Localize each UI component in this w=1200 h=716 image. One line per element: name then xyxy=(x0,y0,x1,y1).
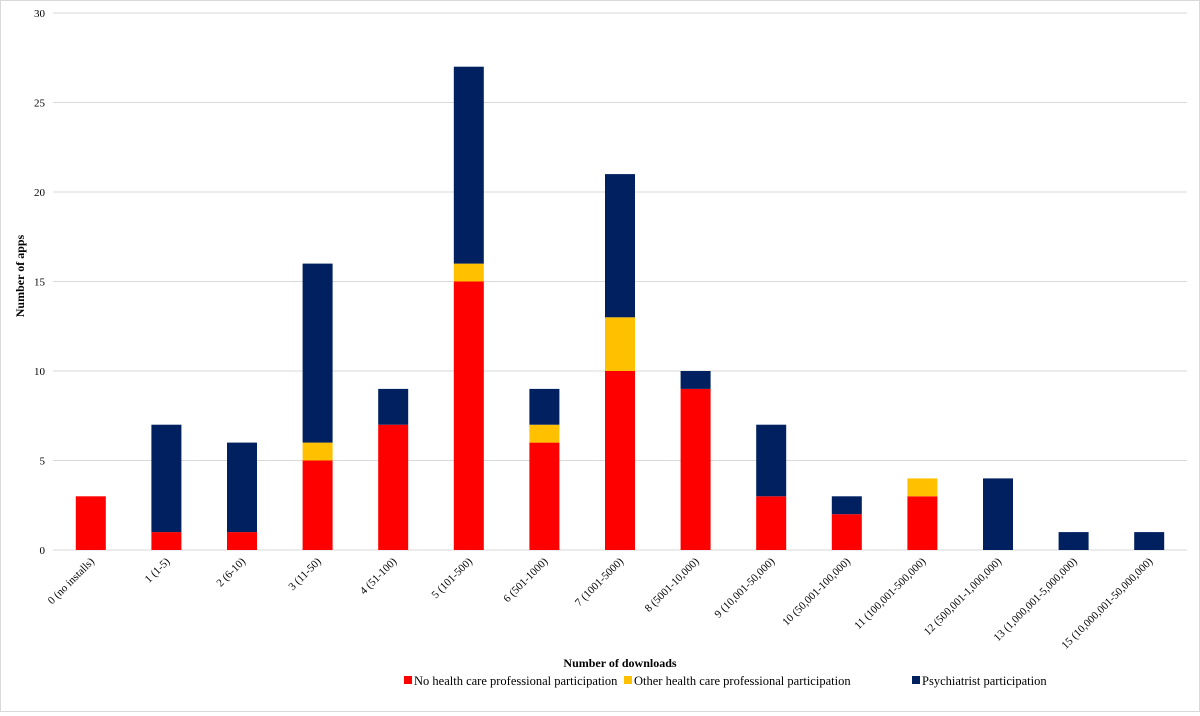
bar-segment xyxy=(302,442,333,461)
y-tick-label: 15 xyxy=(34,277,46,289)
bar-segment xyxy=(1134,532,1165,550)
bar-segment xyxy=(983,478,1013,550)
bar-segment xyxy=(378,424,409,550)
legend-label: Psychiatrist participation xyxy=(922,674,1047,688)
bar-segment xyxy=(680,388,711,550)
bar-segment xyxy=(302,460,333,550)
bar-segment xyxy=(831,514,862,550)
legend-label: No health care professional participatio… xyxy=(414,674,618,688)
x-tick-label: 9 (10,001-50,000) xyxy=(712,555,777,620)
x-tick-label: 2 (6-10) xyxy=(214,555,248,589)
bar-segment xyxy=(907,496,938,550)
y-tick-label: 5 xyxy=(40,456,46,468)
x-tick-label: 7 (1001-5000) xyxy=(573,555,626,608)
x-axis-ticks: 0 (no installs) 1 (1-5) 2 (6-10) 3 (11-50) 4… xyxy=(46,555,1156,651)
x-axis-title: Number of downloads xyxy=(563,656,676,670)
bar-segment xyxy=(378,388,409,425)
bar-segment xyxy=(756,496,787,550)
bar-segment xyxy=(831,496,862,515)
legend: No health care professional participatio… xyxy=(404,674,1047,688)
bar-segment xyxy=(680,371,711,389)
y-tick-label: 10 xyxy=(34,366,46,378)
bar-segment xyxy=(1058,532,1089,550)
x-tick-label: 0 (no installs) xyxy=(46,555,97,606)
bar-segment xyxy=(453,66,484,264)
y-axis-title: Number of apps xyxy=(13,234,27,317)
x-tick-label: 5 (101-500) xyxy=(429,555,475,601)
legend-swatch xyxy=(912,676,920,684)
x-tick-label: 6 (501-1000) xyxy=(501,555,551,605)
bar-segment xyxy=(227,532,257,550)
bar-segment xyxy=(529,424,560,443)
bar-segment xyxy=(529,388,560,425)
bars xyxy=(75,66,1165,550)
bar-segment xyxy=(151,424,182,533)
x-tick-label: 8 (5001-10,000) xyxy=(643,555,702,614)
x-tick-label: 12 (500,001-1,000,000) xyxy=(922,555,1005,638)
y-tick-label: 20 xyxy=(34,187,46,199)
bar-segment xyxy=(605,371,635,550)
legend-label: Other health care professional participa… xyxy=(634,674,851,688)
x-tick-label: 4 (51-100) xyxy=(358,555,400,597)
bar-segment xyxy=(529,442,560,550)
y-axis-ticks: 0 5 10 15 20 25 30 xyxy=(34,8,46,557)
legend-swatch xyxy=(404,676,412,684)
x-tick-label: 1 (1-5) xyxy=(143,555,173,585)
bar-segment xyxy=(227,442,257,533)
y-tick-label: 25 xyxy=(34,98,46,110)
x-tick-label: 11 (100,001-500,000) xyxy=(852,555,928,631)
bar-segment xyxy=(453,281,484,550)
bar-segment xyxy=(453,263,484,282)
bar-segment xyxy=(756,424,787,497)
legend-swatch xyxy=(624,676,632,684)
x-tick-label: 3 (11-50) xyxy=(286,555,324,593)
y-tick-label: 30 xyxy=(34,8,46,20)
x-tick-label: 13 (1,000,001-5,000,000) xyxy=(992,555,1080,643)
bar-segment xyxy=(302,263,333,443)
x-tick-label: 10 (50,001-100,000) xyxy=(780,555,853,628)
bar-segment xyxy=(151,532,182,550)
bar-segment xyxy=(907,478,938,497)
bar-segment xyxy=(605,174,635,318)
y-tick-label: 0 xyxy=(40,545,46,557)
bar-segment xyxy=(605,317,635,371)
bar-segment xyxy=(75,496,106,550)
